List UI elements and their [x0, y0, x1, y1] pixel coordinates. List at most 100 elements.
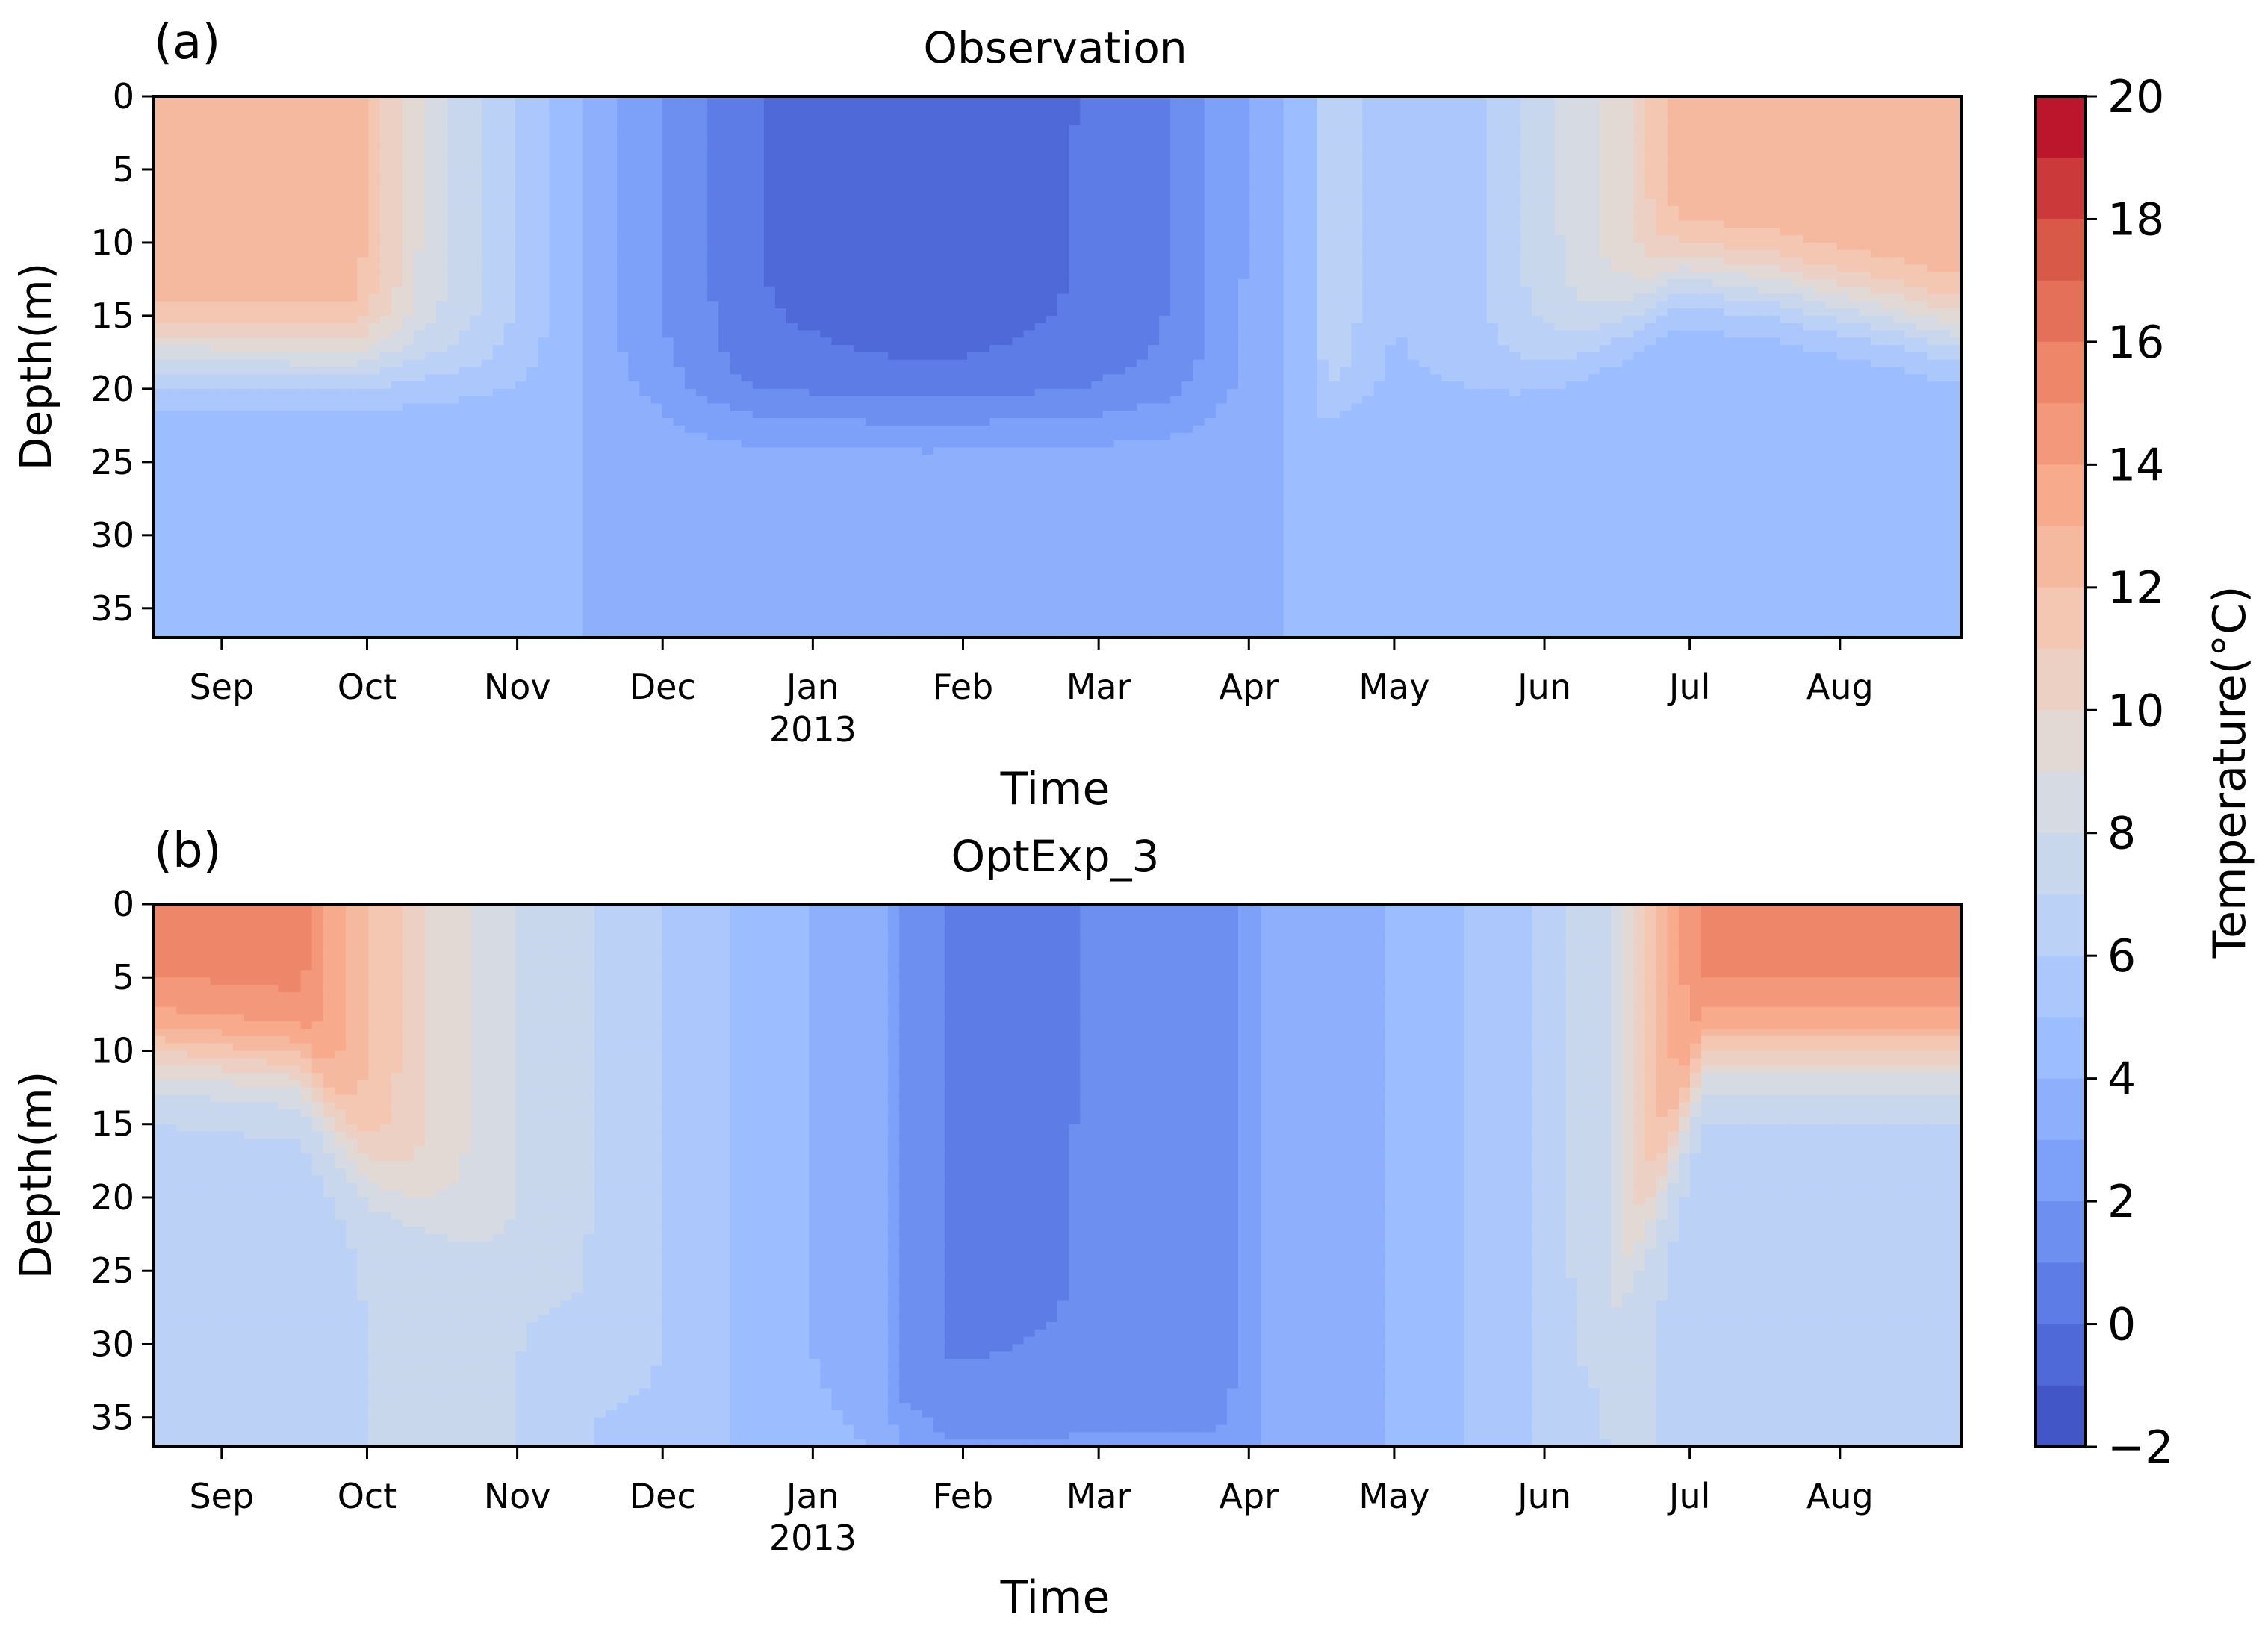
panel-a-cell [176, 374, 188, 381]
panel-a-cell [357, 623, 369, 630]
panel-a-cell [233, 579, 245, 587]
panel-a-cell [244, 337, 256, 345]
panel-a-cell [165, 564, 177, 572]
panel-a-cell [346, 352, 358, 360]
panel-a-cell [312, 111, 324, 119]
panel-a-cell [290, 440, 302, 447]
panel-a-cell [278, 623, 290, 630]
panel-a-cell [165, 206, 177, 214]
panel-a-cell [368, 323, 380, 331]
panel-a-cell [211, 447, 223, 455]
panel-a-cell [346, 155, 358, 162]
panel-a-cell [211, 520, 223, 528]
panel-a-cell [357, 535, 369, 543]
panel-a-cell [290, 287, 302, 294]
panel-a: (a) Observation 05101520253035 Sep Oct Nov… [10, 15, 1962, 815]
panel-a-cell [278, 111, 290, 119]
panel-a-cell [165, 579, 177, 587]
panel-a-cell [176, 272, 188, 279]
panel-a-cell [211, 411, 223, 418]
panel-a-cell [301, 491, 313, 499]
panel-a-cell [278, 316, 290, 323]
panel-a-cell [312, 403, 324, 411]
panel-a-cell [233, 360, 245, 367]
panel-a-cell [301, 608, 313, 616]
panel-a-cell [290, 279, 302, 287]
panel-a-cell [357, 426, 369, 433]
panel-a-cell [312, 389, 324, 396]
panel-a-cell [199, 543, 211, 550]
panel-a-cell [176, 162, 188, 169]
panel-a-cell [222, 162, 234, 169]
panel-a-cell [199, 162, 211, 169]
panel-a-cell [244, 155, 256, 162]
panel-a-cell [368, 258, 380, 265]
panel-a-cell [368, 301, 380, 308]
panel-a-cell [244, 206, 256, 214]
panel-a-cell [244, 381, 256, 389]
panel-a-cell [154, 484, 166, 491]
panel-a-cell [154, 206, 166, 214]
panel-a-cell [222, 287, 234, 294]
panel-a-cell [211, 476, 223, 484]
panel-a-cell [233, 403, 245, 411]
panel-a-cell [255, 345, 267, 352]
panel-a-cell [165, 155, 177, 162]
panel-a-cell [154, 433, 166, 440]
panel-a-cell [357, 549, 369, 557]
panel-a-cell [346, 258, 358, 265]
panel-a-cell [312, 623, 324, 630]
panel-a-cell [267, 162, 279, 169]
panel-a-cell [176, 484, 188, 491]
panel-a-cell [255, 579, 267, 587]
panel-a-cell [233, 206, 245, 214]
panel-a-cell [335, 411, 347, 418]
panel-a-cell [301, 396, 313, 404]
panel-a-cell [244, 125, 256, 133]
panel-a-cell [301, 301, 313, 308]
panel-a-cell [165, 148, 177, 155]
panel-a-cell [368, 360, 380, 367]
panel-a-cell [290, 447, 302, 455]
panel-a-cell [211, 140, 223, 148]
panel-a-cell [346, 104, 358, 111]
panel-a-cell [323, 235, 335, 243]
panel-a-cell [176, 418, 188, 426]
panel-a-cell [199, 418, 211, 426]
panel-a-cell [233, 250, 245, 258]
panel-a-cell [154, 301, 166, 308]
panel-a-cell [278, 155, 290, 162]
panel-a-cell [357, 403, 369, 411]
panel-a-cell [357, 191, 369, 199]
panel-a-cell [368, 228, 380, 235]
panel-a-cell [176, 316, 188, 323]
panel-a-cell [323, 586, 335, 594]
panel-a-cell [211, 601, 223, 608]
panel-a-cell [267, 294, 279, 302]
panel-a-cell [176, 125, 188, 133]
panel-a-cell [335, 470, 347, 477]
panel-a-cell [267, 543, 279, 550]
panel-a-cell [312, 455, 324, 462]
panel-a-cell [176, 199, 188, 206]
panel-a-cell [278, 162, 290, 169]
panel-a-cell [211, 440, 223, 447]
panel-a-cell [244, 491, 256, 499]
panel-a-cell [211, 316, 223, 323]
panel-a-cell [278, 586, 290, 594]
panel-a-cell [301, 374, 313, 381]
panel-a-cell [244, 528, 256, 535]
panel-a-cell [335, 374, 347, 381]
panel-a-cell [255, 177, 267, 184]
panel-a-cell [199, 360, 211, 367]
panel-a-cell [244, 440, 256, 447]
panel-a-cell [187, 258, 199, 265]
panel-a-cell [187, 506, 199, 514]
panel-a-cell [211, 250, 223, 258]
panel-a-cell [346, 191, 358, 199]
panel-a-cell [154, 440, 166, 447]
panel-a-cell [165, 199, 177, 206]
panel-a-cell [267, 579, 279, 587]
panel-a-cell [335, 389, 347, 396]
panel-a-cell [233, 331, 245, 338]
